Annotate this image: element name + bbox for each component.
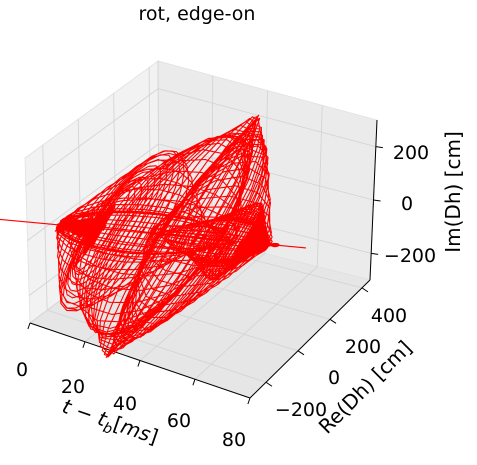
x-tick-mark <box>27 322 31 330</box>
x-tick-label: 60 <box>167 410 191 432</box>
z-gridline <box>27 143 374 241</box>
x-axis-label: t − tb[ms] <box>58 394 161 453</box>
x-tick-label: 40 <box>113 393 137 415</box>
x-tick-mark <box>82 341 86 348</box>
x-tick-mark <box>137 360 141 367</box>
series-axis-segment <box>0 218 307 249</box>
z-gridline <box>25 88 376 186</box>
y-tick-mark <box>329 318 337 324</box>
tick-marks <box>27 146 383 405</box>
x-tick-label: 20 <box>61 376 85 398</box>
z-tick-labels: 200 0 −200 <box>384 142 436 267</box>
y-tick-labels: −200 0 200 400 <box>275 305 407 421</box>
y-gridline <box>42 145 267 383</box>
svg-text:t − tb[ms]: t − tb[ms] <box>58 394 161 453</box>
x-tick-mark <box>247 397 251 405</box>
x-gridline <box>194 105 323 380</box>
z-tick-label: 0 <box>401 193 413 215</box>
x-gridline <box>139 90 268 361</box>
y-tick-label: 400 <box>371 305 407 327</box>
y-tick-mark <box>265 381 273 387</box>
z-tick-mark <box>375 146 383 149</box>
y-tick-mark <box>361 287 369 293</box>
y-tick-mark <box>297 350 305 356</box>
series-line <box>54 114 280 358</box>
z-axis-label: Im(Dh) [cm] <box>441 131 465 253</box>
z-tick-mark <box>373 199 381 202</box>
y-tick-label: 0 <box>328 367 340 389</box>
x-tick-label: 80 <box>222 429 246 451</box>
data-layer <box>0 114 307 358</box>
z-tick-label: 200 <box>393 142 429 164</box>
x-tick-mark <box>192 379 196 386</box>
z-tick-label: −200 <box>384 245 436 267</box>
y-tick-label: 200 <box>345 336 381 358</box>
x-tick-label: 0 <box>16 359 28 381</box>
chart-title: rot, edge-on <box>139 3 256 25</box>
y-tick-label: −200 <box>275 399 327 421</box>
x-tick-labels: 0 20 40 60 80 <box>16 359 246 451</box>
z-tick-mark <box>371 252 379 255</box>
